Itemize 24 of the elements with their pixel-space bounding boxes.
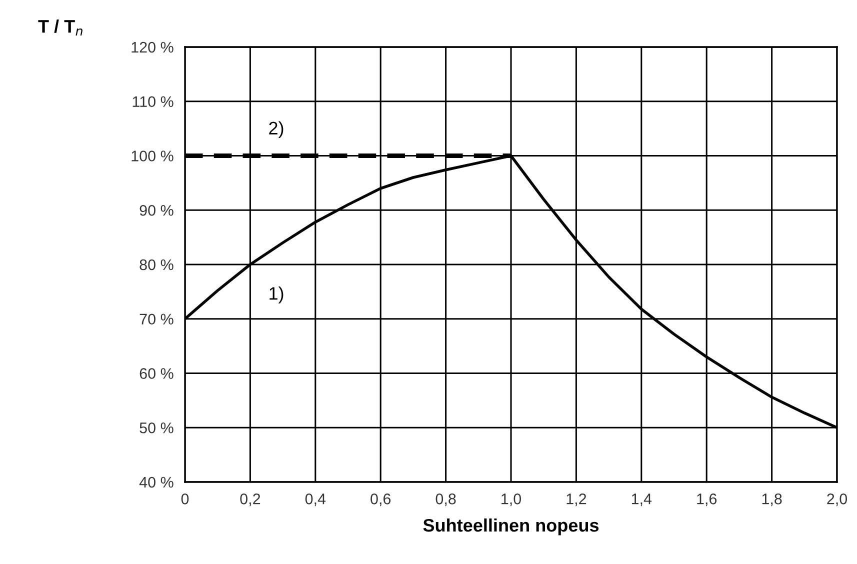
y-tick-label: 100 % [132,150,174,162]
x-tick-label: 2,0 [827,494,848,506]
y-tick-label: 110 % [132,96,174,108]
y-tick-label: 50 % [140,422,174,434]
y-tick-label: 80 % [140,259,174,270]
x-tick-label: 1,6 [697,494,717,506]
y-tick-label: 120 % [132,42,174,53]
x-tick-label: 1,4 [632,494,652,506]
annotation: 1) [270,286,284,304]
y-tick-label: 70 % [140,314,174,325]
x-tick-label: 0,8 [436,494,456,506]
y-tick-label: 90 % [140,204,174,216]
y-tick-label: 40 % [139,476,174,488]
y-axis-title: T / T$_{n}$ [38,19,82,36]
x-tick-label: 1,2 [566,494,586,506]
annotation: 2) [269,121,284,138]
x-tick-label: 1,0 [502,494,522,506]
x-tick-label: 0 [181,494,189,504]
x-tick-label: 1,8 [762,494,782,506]
x-axis-title: Suhteellinen nopeus [423,518,599,536]
x-tick-label: 0,6 [370,494,391,506]
y-tick-label: 60 % [140,368,174,379]
x-tick-label: 0,4 [305,494,326,506]
x-tick-label: 0,2 [240,494,260,506]
